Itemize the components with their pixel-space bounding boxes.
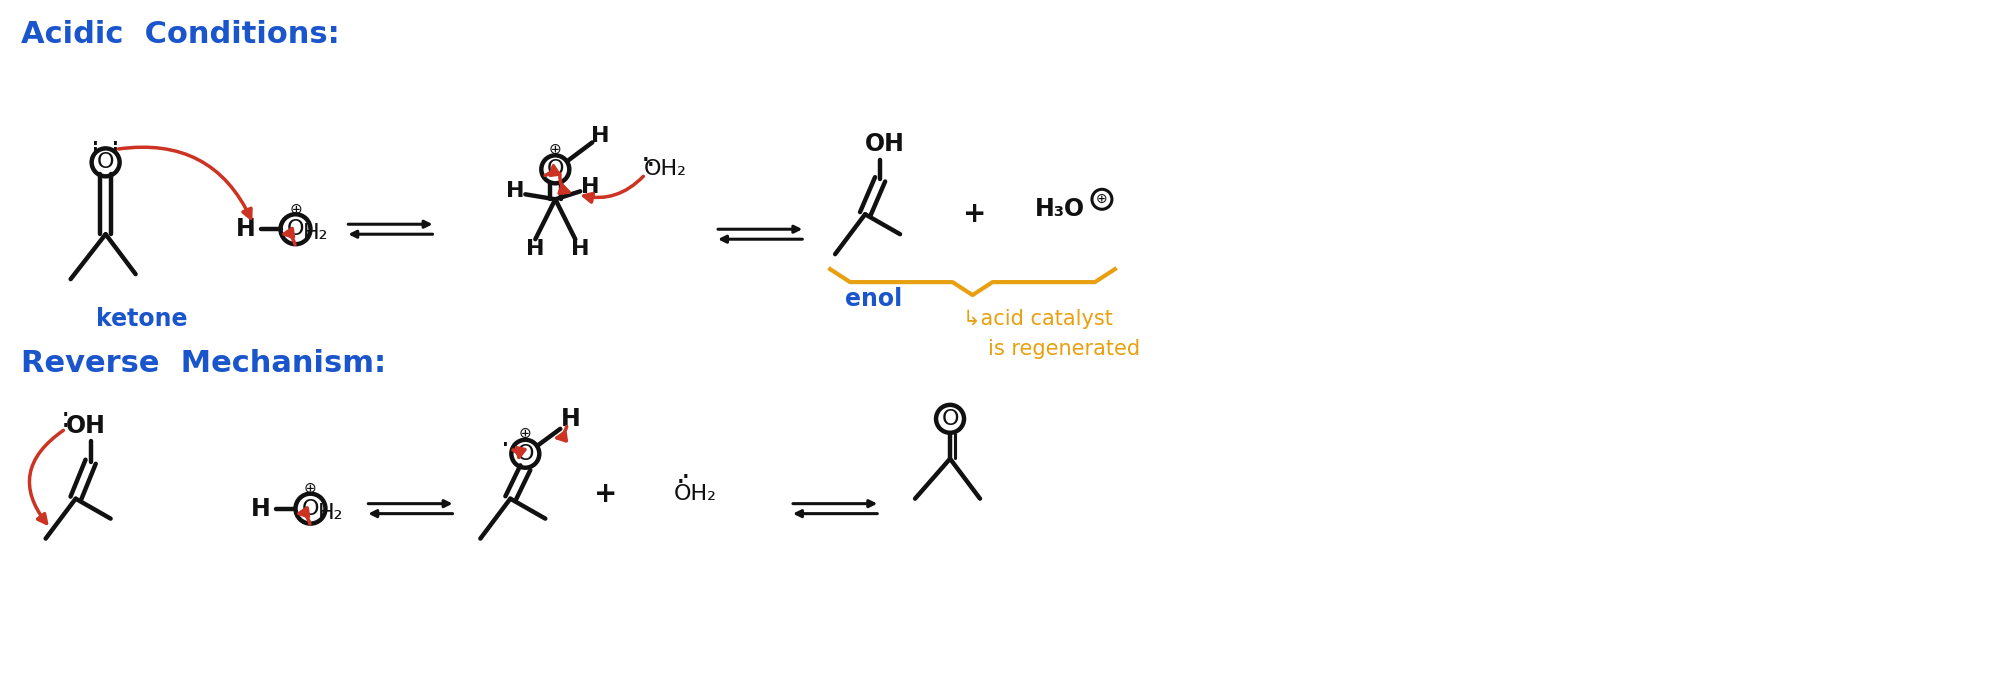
Text: OH₂: OH₂ bbox=[673, 484, 718, 503]
Text: OH: OH bbox=[66, 414, 107, 438]
Text: Acidic  Conditions:: Acidic Conditions: bbox=[20, 20, 340, 49]
Text: H₂: H₂ bbox=[304, 223, 328, 243]
Text: O: O bbox=[287, 219, 304, 239]
Text: H: H bbox=[527, 239, 545, 259]
Text: H: H bbox=[251, 497, 271, 520]
Text: H: H bbox=[507, 181, 525, 202]
Text: ⊕: ⊕ bbox=[304, 481, 318, 496]
Text: OH: OH bbox=[864, 132, 904, 156]
Text: H₂: H₂ bbox=[318, 503, 344, 522]
Text: ·: · bbox=[90, 131, 101, 159]
Text: ·: · bbox=[675, 469, 685, 498]
Text: ·: · bbox=[645, 152, 655, 181]
Text: O: O bbox=[941, 409, 959, 429]
Text: ketone: ketone bbox=[96, 307, 187, 331]
Text: ⊕: ⊕ bbox=[289, 202, 302, 217]
Text: ⊕: ⊕ bbox=[1095, 192, 1108, 206]
Text: ↳acid catalyst: ↳acid catalyst bbox=[963, 309, 1112, 329]
Text: Reverse  Mechanism:: Reverse Mechanism: bbox=[20, 349, 386, 378]
Text: O: O bbox=[547, 159, 565, 179]
Text: H: H bbox=[571, 239, 589, 259]
Text: :: : bbox=[60, 405, 70, 433]
Text: ·: · bbox=[111, 137, 121, 165]
Text: H: H bbox=[235, 217, 255, 241]
Text: O: O bbox=[517, 443, 535, 464]
Text: OH₂: OH₂ bbox=[643, 159, 687, 179]
Text: H₃O: H₃O bbox=[1035, 197, 1085, 221]
Text: is regenerated: is regenerated bbox=[987, 339, 1140, 359]
Text: ·: · bbox=[641, 147, 649, 176]
Text: ·: · bbox=[111, 131, 121, 159]
Text: O: O bbox=[96, 152, 115, 173]
Text: +: + bbox=[593, 480, 617, 508]
Text: H: H bbox=[581, 177, 599, 197]
Text: enol: enol bbox=[844, 287, 902, 311]
Text: ·: · bbox=[500, 432, 511, 460]
Text: H: H bbox=[561, 407, 581, 431]
Text: ·: · bbox=[90, 137, 101, 165]
Text: +: + bbox=[963, 200, 987, 228]
Text: ⊕: ⊕ bbox=[549, 142, 561, 157]
Text: ·: · bbox=[681, 464, 689, 493]
Text: ⊕: ⊕ bbox=[519, 426, 533, 441]
Text: H: H bbox=[591, 127, 609, 146]
Text: O: O bbox=[302, 499, 320, 519]
